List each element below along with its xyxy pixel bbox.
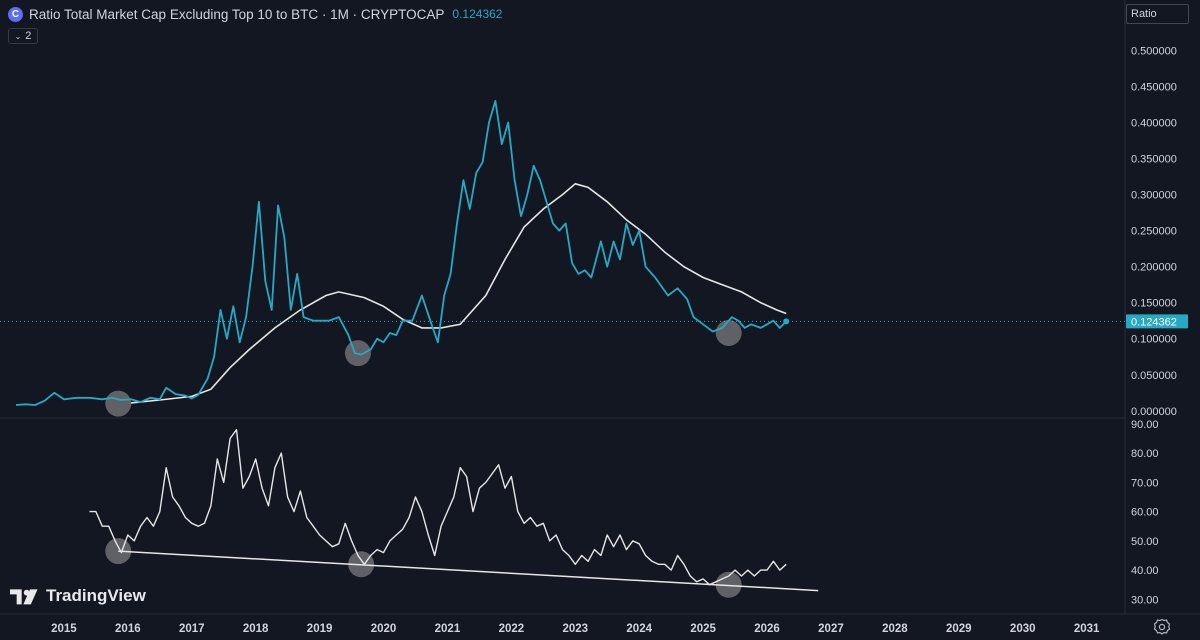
svg-text:0.124362: 0.124362 — [1131, 316, 1177, 328]
chevron-down-icon: ⌄ — [14, 31, 22, 41]
x-tick-label: 2027 — [818, 623, 844, 635]
trendline[interactable] — [118, 550, 819, 592]
x-tick-label: 2021 — [435, 623, 461, 635]
y-tick-label: 0.050000 — [1131, 370, 1177, 382]
rsi-tick-label: 40.00 — [1131, 565, 1159, 577]
symbol-title[interactable]: Ratio Total Market Cap Excluding Top 10 … — [29, 6, 445, 22]
x-tick-label: 2031 — [1074, 623, 1100, 635]
y-tick-label: 0.250000 — [1131, 226, 1177, 238]
y-tick-label: 0.400000 — [1131, 118, 1177, 130]
price-pane[interactable] — [15, 100, 790, 417]
x-tick-label: 2025 — [690, 623, 716, 635]
x-tick-label: 2023 — [562, 623, 588, 635]
rsi-pane[interactable] — [89, 429, 819, 598]
rsi-tick-label: 30.00 — [1131, 594, 1159, 606]
scale-label[interactable]: Ratio — [1126, 4, 1189, 24]
y-tick-label: 0.200000 — [1131, 262, 1177, 274]
x-tick-label: 2026 — [754, 623, 780, 635]
rsi-line[interactable] — [89, 429, 787, 586]
time-axis[interactable]: 2015 2016 2017 2018 2019 2020 2021 2022 2023 2024… — [51, 623, 1100, 635]
rsi-axis[interactable]: 90.00 80.00 70.00 60.00 50.00 40.00 30.00 — [1131, 419, 1159, 607]
x-tick-label: 2015 — [51, 623, 77, 635]
tradingview-brand[interactable]: TradingView — [10, 584, 146, 608]
y-tick-label: 0.150000 — [1131, 298, 1177, 310]
x-tick-label: 2019 — [307, 623, 333, 635]
brand-text: TradingView — [46, 586, 146, 605]
x-tick-label: 2030 — [1010, 623, 1036, 635]
rsi-tick-label: 50.00 — [1131, 536, 1159, 548]
x-tick-label: 2024 — [626, 623, 652, 635]
rsi-tick-label: 70.00 — [1131, 477, 1159, 489]
x-tick-label: 2028 — [882, 623, 908, 635]
price-axis[interactable]: 0.5500000.5000000.4500000.4000000.350000… — [1131, 9, 1177, 417]
tradingview-logo-icon — [10, 589, 38, 605]
gear-icon[interactable] — [1153, 618, 1171, 636]
highlight-marker — [105, 390, 132, 417]
x-tick-label: 2018 — [243, 623, 269, 635]
x-tick-label: 2016 — [115, 623, 141, 635]
last-point-dot — [783, 318, 790, 325]
x-tick-label: 2022 — [499, 623, 525, 635]
x-tick-label: 2020 — [371, 623, 397, 635]
legend-toggle-button[interactable]: ⌄ 2 — [8, 28, 38, 44]
y-tick-label: 0.000000 — [1131, 406, 1177, 418]
y-tick-label: 0.500000 — [1131, 45, 1177, 57]
chart-header: C Ratio Total Market Cap Excluding Top 1… — [8, 5, 502, 23]
y-tick-label: 0.450000 — [1131, 81, 1177, 93]
header-last-value: 0.124362 — [452, 7, 503, 21]
moving-average-line[interactable] — [130, 182, 787, 404]
y-tick-label: 0.300000 — [1131, 190, 1177, 202]
indicator-count: 2 — [25, 30, 32, 42]
rsi-tick-label: 90.00 — [1131, 419, 1159, 431]
last-value-label: 0.124362 — [1126, 314, 1188, 329]
x-tick-label: 2029 — [946, 623, 972, 635]
cryptocap-icon: C — [8, 6, 23, 22]
x-tick-label: 2017 — [179, 623, 205, 635]
y-tick-label: 0.350000 — [1131, 154, 1177, 166]
ratio-line[interactable] — [15, 100, 787, 406]
rsi-tick-label: 80.00 — [1131, 448, 1159, 460]
rsi-tick-label: 60.00 — [1131, 507, 1159, 519]
y-tick-label: 0.100000 — [1131, 334, 1177, 346]
highlight-marker — [715, 319, 742, 346]
